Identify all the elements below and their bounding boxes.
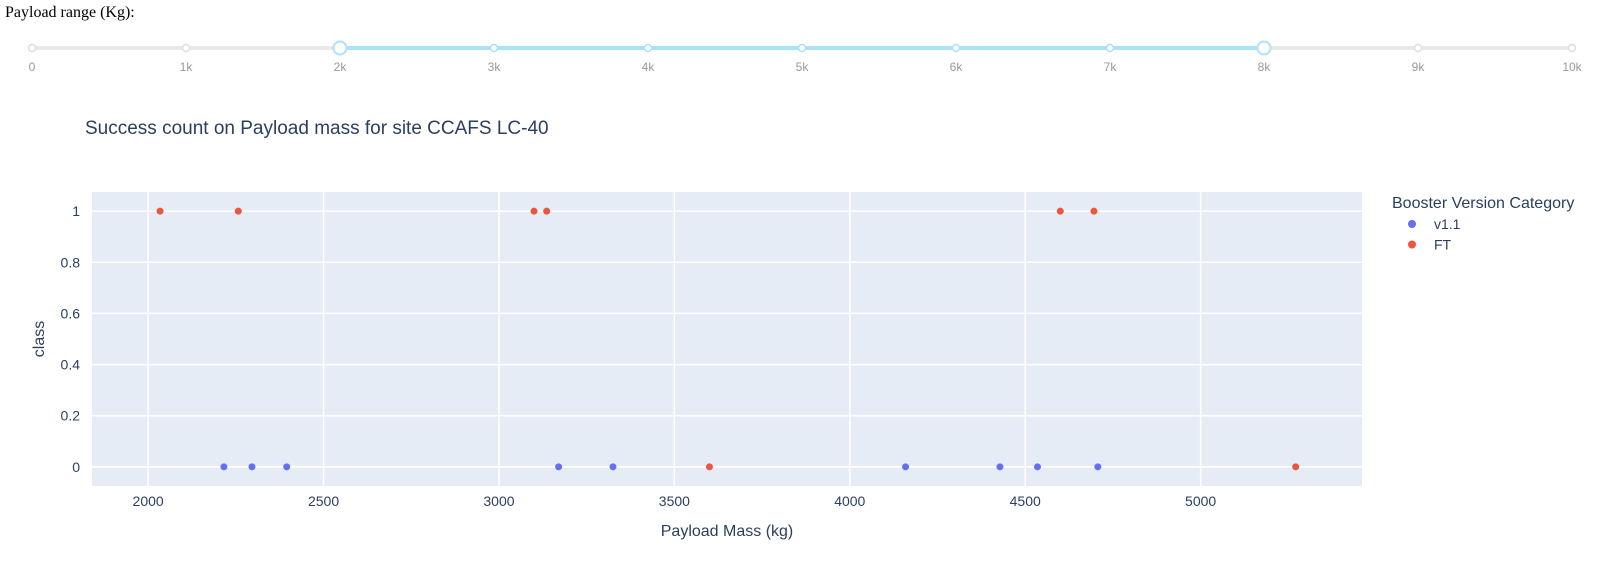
slider-mark-label: 9k: [1412, 60, 1426, 74]
x-tick-label: 4000: [834, 493, 865, 509]
slider-mark-label: 2k: [334, 60, 348, 74]
slider-mark-dot[interactable]: [643, 43, 653, 53]
x-tick-label: 2000: [133, 493, 164, 509]
y-tick-label: 0.8: [61, 254, 81, 270]
legend-marker-v1.1[interactable]: [1408, 220, 1416, 228]
x-axis-label: Payload Mass (kg): [661, 523, 794, 540]
data-point-v1.1[interactable]: [555, 463, 563, 471]
plot-area: [92, 192, 1362, 486]
slider-mark-label: 7k: [1104, 60, 1118, 74]
data-point-v1.1[interactable]: [248, 463, 256, 471]
legend-label-v1.1[interactable]: v1.1: [1434, 216, 1461, 232]
data-point-FT[interactable]: [543, 207, 551, 215]
data-point-v1.1[interactable]: [1033, 463, 1041, 471]
x-tick-label: 2500: [308, 493, 339, 509]
data-point-v1.1[interactable]: [902, 463, 910, 471]
slider-mark-label: 8k: [1258, 60, 1272, 74]
data-point-v1.1[interactable]: [283, 463, 291, 471]
y-tick-label: 0.4: [61, 357, 81, 373]
legend-label-FT[interactable]: FT: [1434, 237, 1452, 253]
x-tick-label: 5000: [1185, 493, 1216, 509]
y-tick-label: 0: [72, 459, 80, 475]
scatter-chart: 2000 2500 3000 3500 4000 4500 5000 0 0.2 0.4 0.6 0.…: [31, 192, 1574, 540]
slider-mark-dot[interactable]: [1567, 43, 1577, 53]
data-point-FT[interactable]: [1056, 207, 1064, 215]
y-tick-label: 1: [72, 203, 80, 219]
slider-handle-min[interactable]: [332, 40, 348, 56]
slider-mark-label: 6k: [950, 60, 964, 74]
slider-mark-label: 3k: [488, 60, 502, 74]
slider-mark-label: 4k: [642, 60, 656, 74]
slider-mark-label: 10k: [1562, 60, 1582, 74]
slider-mark-dot[interactable]: [27, 43, 37, 53]
legend-title: Booster Version Category: [1392, 195, 1574, 212]
data-point-FT[interactable]: [156, 207, 164, 215]
data-point-v1.1[interactable]: [1094, 463, 1102, 471]
data-point-v1.1[interactable]: [996, 463, 1004, 471]
slider-mark-label: 1k: [180, 60, 194, 74]
slider-mark-dot[interactable]: [951, 43, 961, 53]
payload-range-slider[interactable]: 0 1k 2k 3k 4k 5k 6k 7k 8k 9k 10k: [0, 30, 1600, 80]
data-point-v1.1[interactable]: [220, 463, 228, 471]
data-point-FT[interactable]: [1292, 463, 1300, 471]
data-point-FT[interactable]: [1090, 207, 1098, 215]
payload-range-label: Payload range (Kg):: [5, 4, 135, 21]
x-tick-label: 4500: [1010, 493, 1041, 509]
slider-mark-dot[interactable]: [181, 43, 191, 53]
slider-mark-label: 0: [29, 60, 36, 74]
slider-mark-dot[interactable]: [1105, 43, 1115, 53]
slider-mark-dot[interactable]: [489, 43, 499, 53]
x-tick-label: 3500: [659, 493, 690, 509]
data-point-FT[interactable]: [530, 207, 538, 215]
legend-marker-FT[interactable]: [1408, 240, 1416, 249]
chart-title: Success count on Payload mass for site C…: [85, 118, 549, 139]
y-tick-label: 0.2: [61, 408, 81, 424]
slider-mark-dot[interactable]: [1413, 43, 1423, 53]
x-tick-label: 3000: [483, 493, 514, 509]
y-tick-label: 0.6: [61, 305, 81, 321]
data-point-FT[interactable]: [705, 463, 713, 471]
slider-mark-dot[interactable]: [797, 43, 807, 53]
data-point-FT[interactable]: [234, 207, 242, 215]
data-point-v1.1[interactable]: [609, 463, 617, 471]
slider-handle-max[interactable]: [1256, 40, 1272, 56]
slider-mark-label: 5k: [796, 60, 810, 74]
y-axis-label: class: [31, 321, 48, 357]
